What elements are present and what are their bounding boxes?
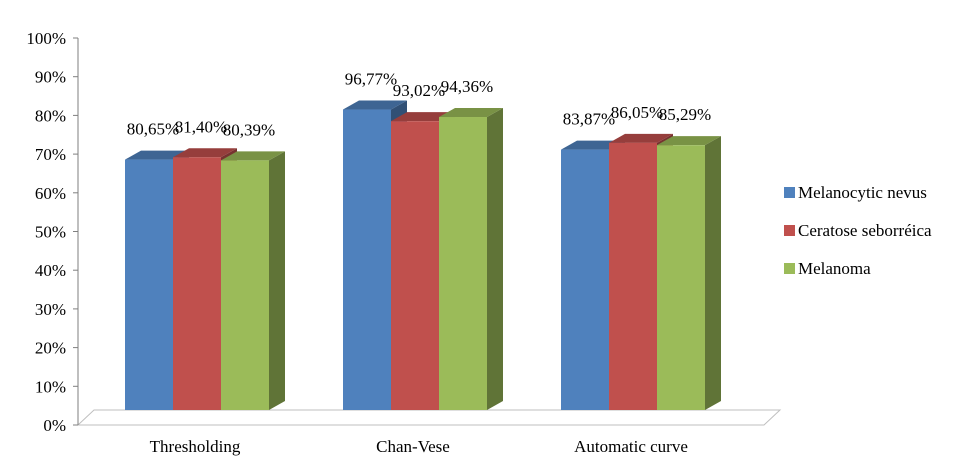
plot-floor [76, 409, 782, 426]
bar-front [125, 159, 173, 410]
bar [439, 108, 503, 410]
bar-top [221, 151, 285, 161]
legend-label: Melanoma [798, 259, 871, 278]
bar-front [561, 149, 609, 410]
bar-top [173, 148, 237, 158]
legend-label: Ceratose seborréica [798, 221, 932, 240]
legend-swatch [784, 263, 795, 274]
category-label: Thresholding [150, 437, 241, 456]
y-tick-label: 50% [35, 223, 66, 242]
bar-front [439, 117, 487, 410]
y-axis: 0% 10% 20% 30% 40% 50% 60% 70% 80% 90% 100% [26, 29, 79, 435]
legend-label: Melanocytic nevus [798, 183, 927, 202]
category-label: Chan-Vese [376, 437, 450, 456]
floor [76, 409, 782, 426]
legend: Melanocytic nevus Ceratose seborréica Mela… [784, 183, 932, 278]
bar [657, 136, 721, 410]
bar-front [343, 109, 391, 411]
y-tick-label: 20% [35, 339, 66, 358]
y-tick-label: 10% [35, 377, 66, 396]
bar-front [391, 121, 439, 410]
bar-front [173, 157, 221, 410]
bar-top [657, 136, 721, 146]
data-label: 96,77% [345, 70, 397, 89]
legend-swatch [784, 225, 795, 236]
y-tick-label: 100% [26, 29, 66, 48]
y-tick-label: 60% [35, 184, 66, 203]
y-tick-label: 0% [43, 416, 66, 435]
bar-side [487, 108, 503, 410]
bar-front [609, 142, 657, 410]
legend-item: Melanocytic nevus [784, 183, 927, 202]
bar-side [269, 151, 285, 411]
data-labels: 80,65%81,40%80,39% 96,77%93,02%94,36% 83,8… [127, 70, 711, 140]
bar-front [221, 160, 269, 410]
y-tick-label: 80% [35, 106, 66, 125]
data-label: 83,87% [563, 110, 615, 129]
data-label: 86,05% [611, 103, 663, 122]
bar-top [439, 108, 503, 118]
data-label: 85,29% [659, 105, 711, 124]
category-label: Automatic curve [574, 437, 688, 456]
legend-swatch [784, 187, 795, 198]
bar-top [343, 100, 407, 110]
y-tick-label: 70% [35, 145, 66, 164]
bar [221, 151, 285, 411]
y-tick-label: 90% [35, 68, 66, 87]
legend-item: Ceratose seborréica [784, 221, 932, 240]
legend-item: Melanoma [784, 259, 871, 278]
bar-front [657, 145, 705, 410]
data-label: 93,02% [393, 81, 445, 100]
data-label: 94,36% [441, 77, 493, 96]
bars [125, 100, 721, 411]
category-labels: Thresholding Chan-Vese Automatic curve [150, 437, 688, 456]
data-label: 80,65% [127, 120, 179, 139]
y-tick-label: 30% [35, 300, 66, 319]
data-label: 80,39% [223, 120, 275, 139]
bar-top [609, 133, 673, 143]
bar-side [705, 136, 721, 410]
y-tick-label: 40% [35, 261, 66, 280]
data-label: 81,40% [175, 117, 227, 136]
